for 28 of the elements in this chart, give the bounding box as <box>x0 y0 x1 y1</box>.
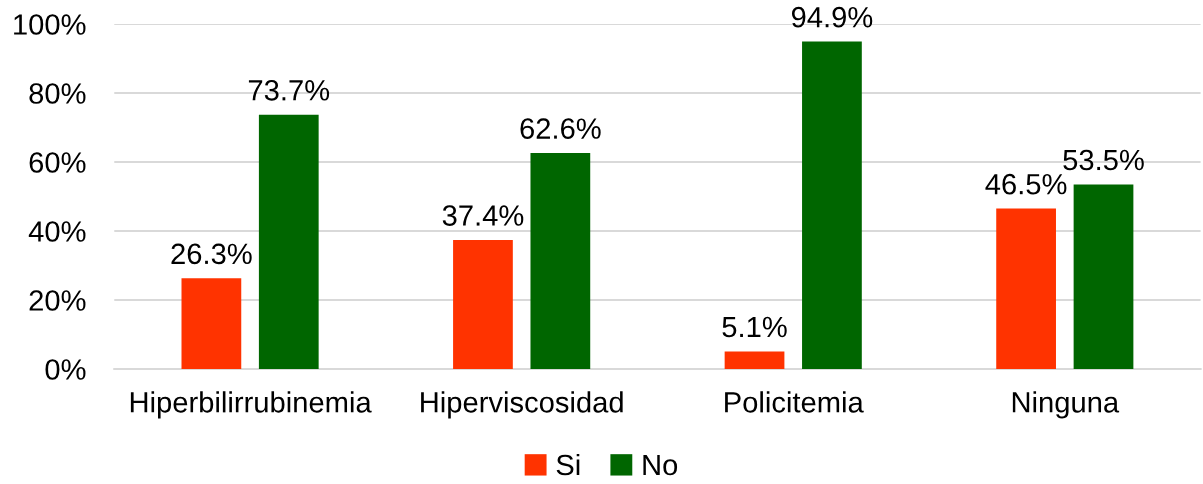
data-label: 62.6% <box>520 118 601 139</box>
bar <box>258 114 319 369</box>
data-label: 26.3% <box>171 243 252 265</box>
y-tick-label: 100% <box>14 14 86 35</box>
x-tick-label: Hiperbilirrubinemia <box>130 391 372 419</box>
data-label: 37.4% <box>442 205 524 226</box>
bar <box>453 239 513 369</box>
y-tick-label: 80% <box>29 83 86 104</box>
data-label: 73.7% <box>248 79 330 101</box>
bar <box>530 153 591 369</box>
bar <box>802 41 862 369</box>
x-tick-label: Hiperviscosidad <box>421 391 623 419</box>
data-label: 94.9% <box>791 6 873 28</box>
y-tick-label: 20% <box>29 290 86 311</box>
y-tick-label: 40% <box>28 221 86 242</box>
bar <box>1073 184 1134 369</box>
legend-label: Si <box>556 453 580 476</box>
x-tick-label: Policitemia <box>725 391 864 413</box>
data-label: 53.5% <box>1063 149 1144 171</box>
data-label: 5.1% <box>722 316 787 338</box>
data-label: 46.5% <box>985 173 1067 195</box>
x-tick-label: Ninguna <box>1012 391 1120 419</box>
bar <box>996 208 1056 369</box>
bar <box>724 351 785 369</box>
bar <box>181 278 242 369</box>
y-tick-label: 60% <box>29 152 86 173</box>
legend-label: No <box>643 454 678 476</box>
y-tick-label: 0% <box>45 359 86 380</box>
